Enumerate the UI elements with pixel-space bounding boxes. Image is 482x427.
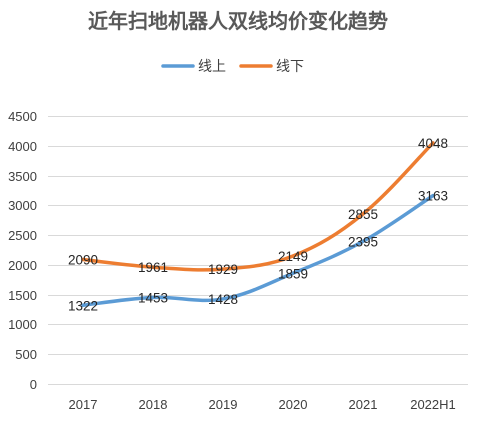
series-line <box>81 141 435 272</box>
data-label: 4048 <box>418 136 448 151</box>
x-tick-label: 2020 <box>279 397 308 412</box>
data-label: 1322 <box>68 298 98 313</box>
x-tick-label: 2018 <box>139 397 168 412</box>
y-axis: 0 500 1000 1500 2000 2500 3000 3500 4000 4500 <box>8 109 37 392</box>
y-tick-label: 1500 <box>8 288 37 303</box>
legend-label: 线下 <box>276 59 304 75</box>
y-tick-label: 3000 <box>8 198 37 213</box>
y-tick-label: 500 <box>15 347 37 362</box>
y-tick-label: 1000 <box>8 317 37 332</box>
data-label: 2395 <box>348 234 378 249</box>
y-tick-label: 4500 <box>8 109 37 124</box>
data-label: 2090 <box>68 253 98 268</box>
legend: 线上 线下 <box>161 59 304 75</box>
y-tick-label: 0 <box>30 377 37 392</box>
y-tick-label: 2000 <box>8 258 37 273</box>
data-label: 1859 <box>278 266 308 281</box>
y-tick-label: 4000 <box>8 139 37 154</box>
series-line <box>81 193 435 308</box>
data-labels: 1322 1453 1428 1859 2395 3163 2090 1961 1929 2149… <box>68 136 448 313</box>
x-tick-label: 2021 <box>349 397 378 412</box>
data-label: 1428 <box>208 292 238 307</box>
grid <box>48 116 468 385</box>
chart-title: 近年扫地机器人双线均价变化趋势 <box>88 9 388 33</box>
legend-item: 线上 <box>161 59 226 75</box>
data-label: 2149 <box>278 249 308 264</box>
x-tick-label: 2022H1 <box>410 397 456 412</box>
x-tick-label: 2019 <box>209 397 238 412</box>
data-label: 3163 <box>418 189 448 204</box>
series-2 <box>81 141 435 272</box>
x-tick-label: 2017 <box>69 397 98 412</box>
legend-label: 线上 <box>198 59 226 75</box>
data-label: 1929 <box>208 262 238 277</box>
series-1 <box>81 193 435 308</box>
x-axis: 2017 2018 2019 2020 2021 2022H1 <box>69 397 456 412</box>
y-tick-label: 3500 <box>8 169 37 184</box>
data-label: 1453 <box>138 290 168 305</box>
data-label: 2855 <box>348 207 378 222</box>
data-label: 1961 <box>138 260 168 275</box>
legend-item: 线下 <box>239 59 304 75</box>
y-tick-label: 2500 <box>8 228 37 243</box>
series-layer <box>81 141 435 308</box>
